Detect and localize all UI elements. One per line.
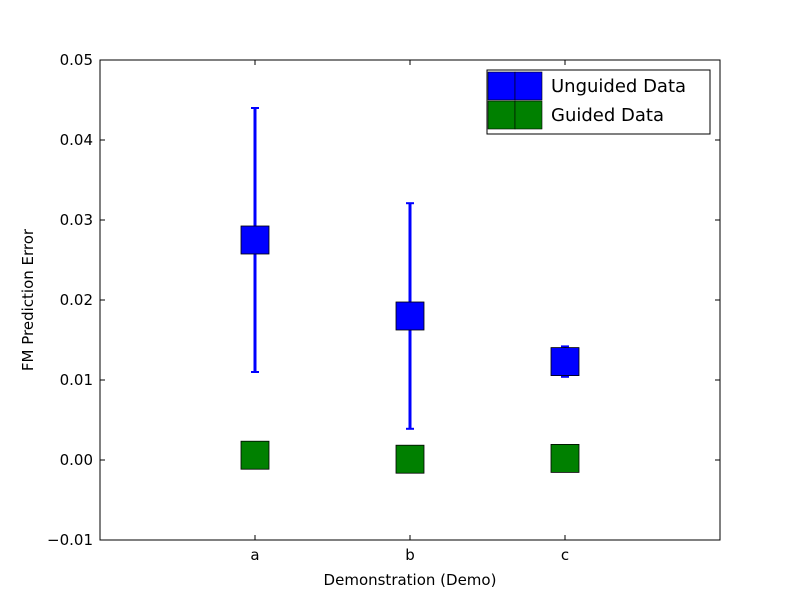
plot-area bbox=[240, 107, 580, 474]
y-axis-label: FM Prediction Error bbox=[19, 228, 37, 371]
y-tick-label: 0.00 bbox=[60, 451, 93, 469]
data-point-square bbox=[550, 443, 580, 473]
legend-label: Guided Data bbox=[551, 105, 664, 126]
x-tick-label: c bbox=[561, 546, 569, 564]
x-tick-label: b bbox=[405, 546, 415, 564]
x-axis-label: Demonstration (Demo) bbox=[324, 571, 497, 589]
y-tick-label: 0.03 bbox=[60, 211, 93, 229]
legend: Unguided Data Guided Data bbox=[486, 69, 711, 135]
data-point-square bbox=[395, 444, 425, 474]
y-tick-label: 0.01 bbox=[60, 371, 93, 389]
y-tick-label: 0.02 bbox=[60, 291, 93, 309]
legend-label: Unguided Data bbox=[551, 76, 686, 97]
axes: −0.01 0.00 0.01 0.02 0.03 0.04 0.05 a b c bbox=[47, 51, 720, 564]
x-tick-label: a bbox=[250, 546, 259, 564]
data-point-square bbox=[240, 225, 270, 255]
y-tick-label: 0.05 bbox=[60, 51, 93, 69]
legend-marker-right bbox=[514, 71, 543, 101]
data-point-square bbox=[240, 440, 270, 470]
y-tick-label: −0.01 bbox=[47, 531, 93, 549]
data-point-square bbox=[395, 301, 425, 331]
y-tick-label: 0.04 bbox=[60, 131, 93, 149]
legend-marker-right bbox=[514, 100, 543, 130]
legend-marker-left bbox=[487, 100, 516, 130]
data-point-square bbox=[550, 347, 580, 377]
legend-marker-left bbox=[487, 71, 516, 101]
